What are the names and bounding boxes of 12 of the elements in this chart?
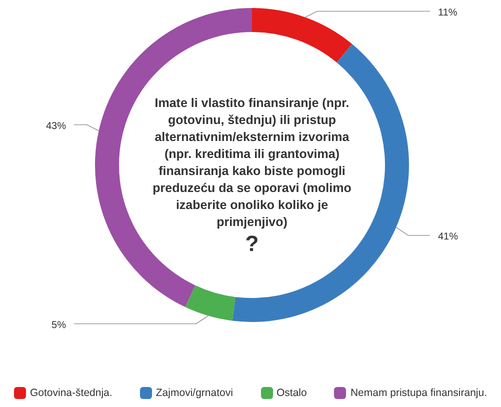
legend-label: Ostalo: [276, 387, 307, 399]
legend-label: Gotovina-štednja.: [29, 387, 112, 399]
text: Imate li vlastito finansiranje (npr. gotovinu, štednju) ili pristup alternativnim/eksternim izvorima (npr. kreditima ili grantovima) finansiranja kako biste pomogli preduzeću da se oporavi (molimo izaberite onoliko koliko je primjenjivo): [152, 95, 352, 231]
data-label: 41%: [438, 231, 458, 242]
data-label: 11%: [438, 7, 458, 18]
legend-label: Nemam pristupa finansiranju.: [349, 387, 487, 399]
legend-label: Zajmovi/grnatovi: [154, 387, 233, 399]
data-label: 43%: [46, 120, 66, 132]
donut-slice: [252, 8, 352, 63]
data-label: 5%: [52, 320, 66, 331]
donut-slice: [185, 285, 236, 321]
text: ?: [244, 231, 260, 256]
